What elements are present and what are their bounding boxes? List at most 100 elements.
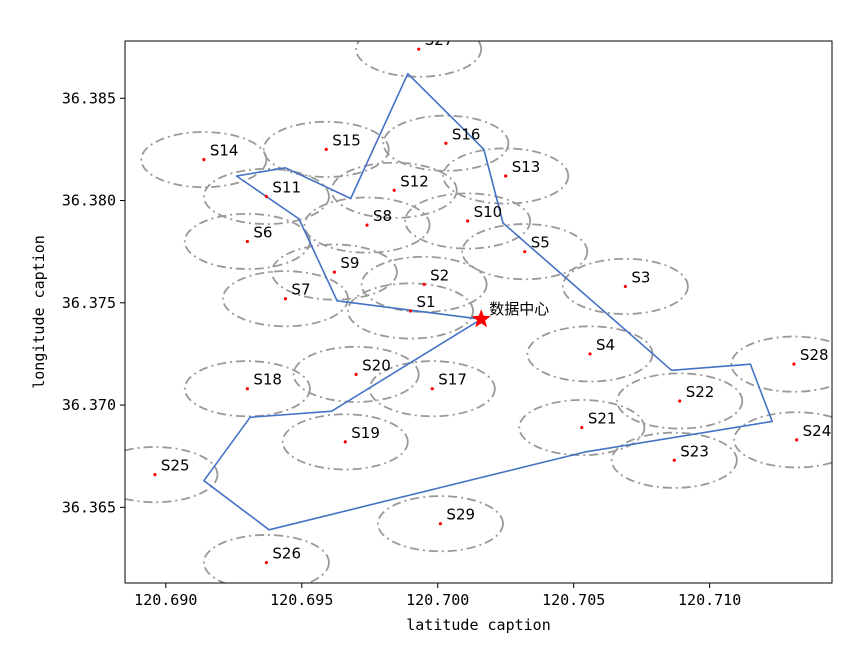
node-label-s22: S22 bbox=[686, 383, 715, 401]
node-label-s26: S26 bbox=[272, 545, 301, 563]
node-point-s19 bbox=[343, 440, 347, 444]
y-tick-label: 36.365 bbox=[62, 498, 116, 516]
node-label-s18: S18 bbox=[253, 371, 282, 389]
node-point-s11 bbox=[264, 194, 268, 199]
node-label-s16: S16 bbox=[452, 125, 481, 143]
node-point-s5 bbox=[523, 250, 527, 254]
node-label-s23: S23 bbox=[680, 442, 709, 460]
node-label-s10: S10 bbox=[474, 203, 503, 221]
node-label-s13: S13 bbox=[512, 158, 541, 176]
route-line bbox=[203, 72, 774, 531]
y-tick-label: 36.375 bbox=[62, 294, 116, 312]
route-path bbox=[203, 72, 774, 531]
coverage-circle-s27 bbox=[355, 41, 483, 78]
node-point-s8 bbox=[365, 223, 369, 227]
node-point-s13 bbox=[504, 174, 508, 178]
node-point-s2 bbox=[422, 282, 426, 286]
node-point-s3 bbox=[623, 284, 627, 289]
node-point-s6 bbox=[245, 239, 249, 244]
coverage-circle-s29 bbox=[376, 495, 504, 553]
node-point-s21 bbox=[580, 425, 584, 430]
x-tick-label: 120.695 bbox=[270, 591, 333, 609]
coverage-circle-s18 bbox=[183, 360, 311, 418]
node-label-s24: S24 bbox=[803, 422, 832, 440]
coverage-circle-s11 bbox=[202, 167, 330, 225]
node-point-s25 bbox=[153, 473, 157, 477]
node-label-s19: S19 bbox=[351, 424, 380, 442]
coverage-circle-s10 bbox=[404, 192, 532, 250]
coverage-circle-s5 bbox=[461, 223, 589, 281]
node-label-s1: S1 bbox=[417, 293, 436, 311]
node-point-s15 bbox=[324, 147, 328, 151]
node-label-s8: S8 bbox=[373, 207, 392, 225]
x-tick-label: 120.705 bbox=[542, 591, 605, 609]
data-center-marker: 数据中心 bbox=[471, 300, 549, 328]
x-tick-label: 120.690 bbox=[134, 591, 197, 609]
coverage-circle-s26 bbox=[202, 534, 330, 583]
node-point-s4 bbox=[588, 352, 592, 356]
coverage-circle-s25 bbox=[125, 446, 219, 504]
node-point-s23 bbox=[672, 458, 676, 462]
node-label-s2: S2 bbox=[430, 266, 449, 284]
coverage-circle-s8 bbox=[303, 196, 431, 254]
coverage-circle-s19 bbox=[281, 413, 409, 471]
node-point-s28 bbox=[792, 362, 796, 366]
node-label-s5: S5 bbox=[531, 234, 550, 252]
sensor-nodes: S1 S2 S3 S4 S5 S6 S7 S8 S9 S10 S11 S12 S13 S14 S15 S16 S… bbox=[153, 31, 832, 565]
node-point-s17 bbox=[430, 387, 434, 391]
coverage-circle-s1 bbox=[347, 282, 474, 340]
node-point-s26 bbox=[264, 560, 268, 565]
node-label-s17: S17 bbox=[438, 371, 467, 389]
node-label-s3: S3 bbox=[631, 268, 650, 286]
coverage-circle-s14 bbox=[140, 131, 268, 189]
x-tick-label: 120.700 bbox=[406, 591, 469, 609]
y-tick-label: 36.370 bbox=[62, 396, 116, 414]
coverage-circle-s3 bbox=[561, 257, 689, 315]
node-label-s11: S11 bbox=[272, 178, 301, 196]
coverage-circle-s20 bbox=[292, 345, 420, 403]
node-point-s14 bbox=[202, 158, 206, 162]
coverage-circle-s16 bbox=[382, 114, 510, 172]
node-label-s27: S27 bbox=[425, 31, 454, 49]
node-point-s7 bbox=[283, 297, 288, 301]
node-point-s24 bbox=[795, 438, 799, 442]
coverage-circle-s21 bbox=[518, 399, 646, 457]
node-label-s21: S21 bbox=[588, 410, 617, 428]
node-point-s18 bbox=[245, 387, 249, 391]
x-axis-ticks: 120.690 120.695 120.700 120.705 120.710 bbox=[134, 583, 741, 609]
node-point-s20 bbox=[354, 372, 358, 376]
data-center-star-icon bbox=[471, 309, 491, 328]
node-label-s20: S20 bbox=[362, 356, 391, 374]
node-point-s16 bbox=[444, 141, 448, 145]
node-label-s28: S28 bbox=[800, 346, 829, 364]
node-point-s22 bbox=[678, 399, 682, 403]
node-point-s1 bbox=[408, 309, 413, 313]
node-label-s7: S7 bbox=[291, 281, 310, 299]
coverage-circle-s9 bbox=[270, 243, 398, 301]
node-point-s27 bbox=[417, 47, 421, 51]
coverage-circle-s23 bbox=[610, 431, 738, 489]
coverage-circle-s2 bbox=[360, 255, 488, 313]
coverage-circle-s28 bbox=[730, 335, 832, 393]
node-label-s15: S15 bbox=[332, 131, 361, 149]
y-axis-label: longitude caption bbox=[30, 235, 48, 389]
x-axis-label: latitude caption bbox=[406, 616, 551, 634]
coverage-circles bbox=[125, 41, 832, 583]
x-tick-label: 120.710 bbox=[678, 591, 741, 609]
node-label-s14: S14 bbox=[210, 142, 239, 160]
node-label-s12: S12 bbox=[400, 172, 429, 190]
node-point-s29 bbox=[438, 522, 443, 526]
node-point-s10 bbox=[466, 219, 470, 223]
coverage-circle-s22 bbox=[616, 372, 744, 430]
node-label-s4: S4 bbox=[596, 336, 615, 354]
node-label-s29: S29 bbox=[446, 506, 475, 524]
node-label-s9: S9 bbox=[340, 254, 359, 272]
coverage-circle-s24 bbox=[733, 411, 832, 469]
data-center-label: 数据中心 bbox=[489, 300, 549, 318]
node-point-s9 bbox=[332, 270, 336, 274]
plot-frame bbox=[124, 40, 833, 584]
node-label-s25: S25 bbox=[161, 457, 190, 475]
node-label-s6: S6 bbox=[253, 223, 272, 241]
coverage-circle-s13 bbox=[442, 147, 570, 205]
